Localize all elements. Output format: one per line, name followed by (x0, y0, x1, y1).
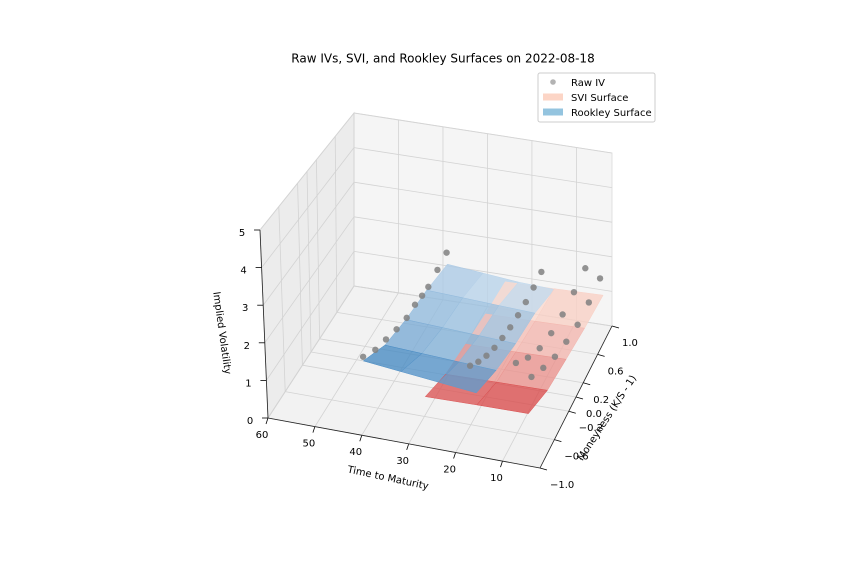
legend-box (537, 72, 656, 123)
z-tick-label: 0 (247, 416, 253, 427)
raw-iv-point (559, 311, 566, 318)
raw-iv-point (425, 283, 432, 291)
z-tick-label: 2 (244, 341, 250, 352)
raw-iv-point (540, 364, 547, 372)
tick-mark (312, 426, 316, 433)
x-tick-label: 10 (490, 473, 503, 484)
raw-iv-point (528, 373, 535, 381)
grid-line (353, 216, 613, 258)
raw-iv-point (483, 352, 490, 359)
z-tick-label: 5 (239, 228, 245, 239)
axis-line (267, 417, 541, 469)
raw-iv-point (524, 354, 532, 361)
raw-iv-point (507, 324, 514, 331)
y-tick-label: −0.2 (579, 423, 603, 434)
raw-iv-point (393, 326, 400, 333)
raw-iv-point (418, 292, 426, 299)
x-tick-label: 50 (303, 439, 316, 450)
grid-line (261, 147, 355, 268)
raw-iv-point (551, 353, 559, 360)
raw-iv-point (536, 345, 543, 352)
x-tick-label: 30 (396, 456, 409, 467)
legend-marker (550, 79, 556, 85)
tick-mark (568, 410, 576, 414)
legend-label: Rookley Surface (571, 108, 652, 119)
legend-label: SVI Surface (571, 93, 628, 104)
raw-iv-point (403, 314, 410, 322)
tick-mark (611, 325, 620, 329)
surface-patch (476, 381, 548, 414)
grid-line (353, 181, 613, 223)
y-tick-label: −1.0 (550, 480, 574, 491)
z-tick-label: 1 (245, 378, 251, 389)
x-axis-label: Time to Maturity (345, 464, 429, 492)
grid-line (278, 206, 286, 392)
chart-title: Raw IVs, SVI, and Rookley Surfaces on 20… (291, 52, 594, 66)
x-tick-label: 40 (349, 447, 362, 458)
grid-line (266, 251, 355, 381)
tick-mark (265, 417, 269, 425)
tick-mark (453, 452, 456, 459)
raw-iv-point (514, 312, 522, 319)
tick-mark (575, 396, 584, 400)
raw-iv-point (411, 301, 419, 308)
surface-patch (438, 361, 497, 394)
raw-iv-point (522, 298, 530, 306)
y-tick-label: −0.6 (564, 452, 588, 463)
axis-line (259, 229, 269, 419)
raw-iv-point (382, 336, 390, 343)
raw-iv-point (434, 266, 441, 274)
z-tick-label: 3 (242, 303, 248, 314)
y-tick-label: 0.2 (593, 395, 609, 406)
grid-line (334, 136, 338, 313)
legend-patch (543, 108, 563, 116)
y-tick-label: 0.6 (608, 366, 624, 377)
tick-mark (406, 443, 410, 450)
raw-iv-point (475, 358, 482, 365)
grid-line (264, 216, 355, 344)
tick-mark (583, 382, 591, 386)
raw-iv-point (596, 275, 604, 282)
tick-mark (359, 435, 363, 442)
grid-line (316, 159, 320, 339)
raw-iv-point (538, 268, 545, 276)
raw-iv-point (570, 288, 578, 296)
grid-line (262, 181, 355, 306)
tick-mark (597, 354, 605, 357)
raw-iv-point (563, 338, 570, 345)
grid-line (353, 112, 613, 154)
tick-mark (500, 460, 503, 468)
legend-label: Raw IV (571, 78, 605, 89)
x-tick-label: 60 (256, 430, 269, 441)
grid-line (259, 112, 355, 231)
grid-line (285, 391, 555, 440)
grid-line (306, 171, 312, 353)
grid-line (297, 183, 303, 366)
grid-line (353, 251, 613, 292)
z-axis-label: Implied Volatility (210, 291, 233, 375)
raw-iv-point (491, 344, 498, 351)
grid-line (267, 285, 355, 419)
raw-iv-point (574, 321, 581, 328)
x-tick-label: 20 (443, 464, 456, 475)
legend-patch (543, 93, 563, 101)
raw-iv-point (372, 346, 379, 354)
tick-mark (539, 467, 548, 471)
raw-iv-point (582, 265, 589, 272)
grid-line (353, 147, 613, 188)
raw-iv-point (530, 284, 537, 291)
raw-iv-point (499, 334, 506, 342)
raw-iv-point (466, 362, 474, 369)
raw-iv-point (512, 359, 520, 367)
y-tick-label: 0.0 (586, 409, 602, 420)
z-tick-label: 4 (240, 266, 246, 277)
raw-iv-point (585, 299, 593, 306)
raw-iv-point (359, 353, 367, 360)
tick-mark (554, 439, 562, 442)
raw-iv-point (548, 329, 555, 337)
raw-iv-point (443, 249, 450, 256)
axis-line (539, 325, 613, 469)
y-tick-label: 1.0 (622, 338, 638, 349)
